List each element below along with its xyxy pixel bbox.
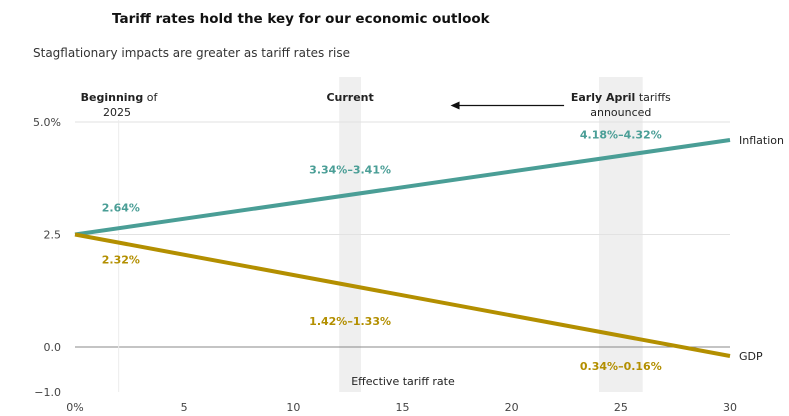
marker-label: Beginning of bbox=[81, 91, 159, 104]
band-label-line2: announced bbox=[590, 106, 651, 119]
reference-lines: Beginning of 2025 bbox=[81, 91, 565, 392]
x-tick-label: 10 bbox=[286, 401, 300, 414]
series-lines: Inflation GDP bbox=[74, 134, 784, 363]
data-label: 3.34%–3.41% bbox=[309, 163, 391, 176]
gridlines bbox=[75, 121, 730, 348]
y-tick-label: 0.0 bbox=[44, 341, 62, 354]
data-label: 2.32% bbox=[102, 253, 140, 266]
marker-label-line2: 2025 bbox=[103, 106, 131, 119]
chart-subtitle: Stagflationary impacts are greater as ta… bbox=[33, 46, 350, 60]
data-labels: 2.64% 3.34%–3.41% 4.18%–4.32% 2.32% 1.42%–1.… bbox=[102, 129, 662, 373]
arrow-head bbox=[450, 101, 460, 110]
x-tick-label: 15 bbox=[396, 401, 410, 414]
y-tick-label: 2.5 bbox=[44, 229, 62, 242]
y-tick-label: 5.0% bbox=[33, 116, 61, 129]
y-tick-label: −1.0 bbox=[34, 386, 61, 399]
axis-ticks: 0% 5 10 15 20 25 30 5.0% 2.5 0.0 −1.0 bbox=[33, 116, 737, 414]
series-line-inflation bbox=[74, 138, 731, 237]
x-tick-label: 30 bbox=[723, 401, 737, 414]
x-axis-label: Effective tariff rate bbox=[351, 375, 455, 388]
chart-text: Tariff rates hold the key for our econom… bbox=[33, 11, 491, 388]
data-label: 0.34%–0.16% bbox=[580, 360, 662, 373]
data-label: 2.64% bbox=[102, 202, 140, 215]
data-label: 1.42%–1.33% bbox=[309, 315, 391, 328]
band-label: Current bbox=[326, 91, 373, 104]
chart-title: Tariff rates hold the key for our econom… bbox=[112, 11, 491, 27]
band-label: Early April tariffs bbox=[571, 91, 671, 104]
x-tick-label: 20 bbox=[505, 401, 519, 414]
series-label-inflation: Inflation bbox=[739, 134, 784, 147]
x-tick-label: 0% bbox=[66, 401, 83, 414]
series-line-gdp bbox=[74, 232, 731, 358]
x-tick-label: 25 bbox=[614, 401, 628, 414]
series-label-gdp: GDP bbox=[739, 350, 763, 363]
x-tick-label: 5 bbox=[181, 401, 188, 414]
data-label: 4.18%–4.32% bbox=[580, 129, 662, 142]
